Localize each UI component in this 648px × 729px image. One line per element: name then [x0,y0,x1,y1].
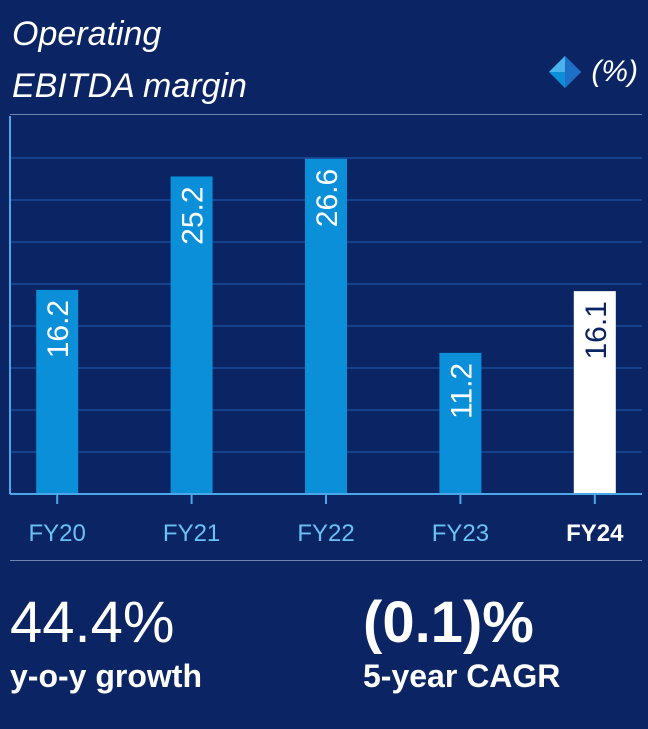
top-divider [10,114,642,115]
chart-title: Operating EBITDA margin [12,8,247,112]
bottom-divider [10,560,642,561]
title-line-1: Operating [12,15,162,53]
x-tick-label-fy24: FY24 [566,520,624,547]
x-tick-label-fy21: FY21 [163,520,220,547]
x-tick-label-fy23: FY23 [432,520,489,547]
x-tick-labels: FY20 FY21 FY22 FY23 FY24 [29,520,625,547]
unit-legend: (%) [547,54,638,90]
data-label-fy20: 16.2 [42,300,75,358]
stat-cagr-label: 5-year CAGR [363,658,561,694]
stat-cagr: (0.1)% 5-year CAGR [363,590,560,696]
data-label-fy24: 16.1 [580,301,613,359]
stat-cagr-value: (0.1)% [363,590,534,655]
bar-chart: 16.225.2 26.611.216.1 FY20 FY21 FY22 FY23 FY2… [9,116,642,547]
bars: 16.2 25.2 26.6 11.2 16.1 [36,158,616,494]
data-label-fy23: 11.2 [445,363,478,419]
data-label-fy22: 26.6 [311,169,344,227]
stat-growth: 44.4% y-o-y growth [10,590,202,696]
stat-growth-value: 44.4% [10,590,175,655]
bar-fy24 [573,291,616,494]
bar-fy23 [439,352,482,494]
diamond-icon [549,56,582,88]
unit-label: (%) [591,55,638,88]
x-tick-label-fy20: FY20 [29,520,86,547]
stat-growth-label: y-o-y growth [10,658,202,694]
title-line-2: EBITDA margin [12,67,247,105]
bar-fy20 [36,289,79,494]
x-tick-label-fy22: FY22 [297,520,354,547]
data-label-fy21: 25.2 [177,186,210,244]
axes [9,116,642,504]
bar-fy22 [305,158,347,494]
bar-fy21 [170,176,213,494]
